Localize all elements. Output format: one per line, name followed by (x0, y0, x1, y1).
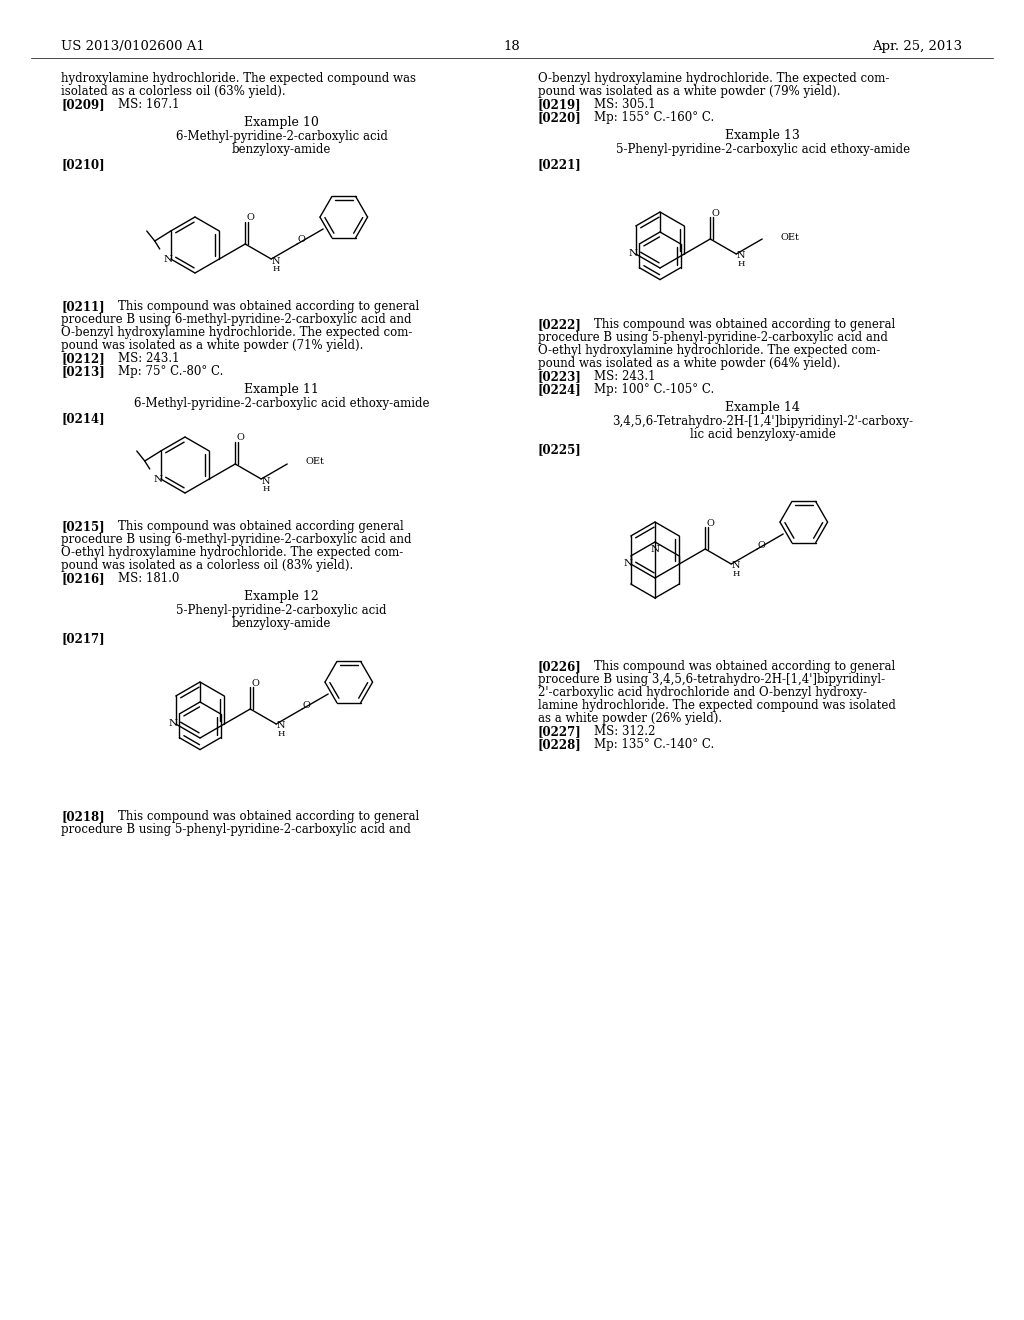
Text: N: N (732, 561, 740, 570)
Text: This compound was obtained according general: This compound was obtained according gen… (118, 520, 403, 533)
Text: N: N (650, 545, 659, 554)
Text: 6-Methyl-pyridine-2-carboxylic acid: 6-Methyl-pyridine-2-carboxylic acid (176, 129, 387, 143)
Text: O: O (297, 235, 305, 244)
Text: procedure B using 5-phenyl-pyridine-2-carboxylic acid and: procedure B using 5-phenyl-pyridine-2-ca… (61, 822, 412, 836)
Text: Mp: 100° C.-105° C.: Mp: 100° C.-105° C. (594, 383, 714, 396)
Text: O: O (247, 214, 254, 223)
Text: O-benzyl hydroxylamine hydrochloride. The expected com-: O-benzyl hydroxylamine hydrochloride. Th… (61, 326, 413, 339)
Text: H: H (262, 484, 270, 492)
Text: [0212]: [0212] (61, 352, 105, 366)
Text: Mp: 75° C.-80° C.: Mp: 75° C.-80° C. (118, 366, 223, 378)
Text: [0225]: [0225] (538, 444, 582, 455)
Text: [0222]: [0222] (538, 318, 582, 331)
Text: OEt: OEt (305, 458, 324, 466)
Text: Example 12: Example 12 (245, 590, 318, 603)
Text: MS: 181.0: MS: 181.0 (118, 572, 179, 585)
Text: [0218]: [0218] (61, 810, 105, 822)
Text: [0226]: [0226] (538, 660, 582, 673)
Text: procedure B using 6-methyl-pyridine-2-carboxylic acid and: procedure B using 6-methyl-pyridine-2-ca… (61, 533, 412, 546)
Text: Mp: 135° C.-140° C.: Mp: 135° C.-140° C. (594, 738, 714, 751)
Text: 5-Phenyl-pyridine-2-carboxylic acid ethoxy-amide: 5-Phenyl-pyridine-2-carboxylic acid etho… (615, 143, 910, 156)
Text: [0221]: [0221] (538, 158, 582, 172)
Text: Example 13: Example 13 (725, 129, 801, 143)
Text: 5-Phenyl-pyridine-2-carboxylic acid: 5-Phenyl-pyridine-2-carboxylic acid (176, 605, 387, 616)
Text: O: O (302, 701, 310, 710)
Text: [0227]: [0227] (538, 725, 582, 738)
Text: [0209]: [0209] (61, 98, 105, 111)
Text: H: H (737, 260, 744, 268)
Text: O: O (758, 540, 765, 549)
Text: O: O (251, 678, 259, 688)
Text: [0228]: [0228] (538, 738, 582, 751)
Text: procedure B using 3,4,5,6-tetrahydro-2H-[1,4']bipyridinyl-: procedure B using 3,4,5,6-tetrahydro-2H-… (538, 673, 885, 686)
Text: MS: 312.2: MS: 312.2 (594, 725, 655, 738)
Text: 3,4,5,6-Tetrahydro-2H-[1,4']bipyridinyl-2'-carboxy-: 3,4,5,6-Tetrahydro-2H-[1,4']bipyridinyl-… (612, 414, 913, 428)
Text: O: O (712, 209, 719, 218)
Text: pound was isolated as a white powder (79% yield).: pound was isolated as a white powder (79… (538, 84, 840, 98)
Text: pound was isolated as a white powder (71% yield).: pound was isolated as a white powder (71… (61, 339, 364, 352)
Text: N: N (624, 560, 632, 569)
Text: [0224]: [0224] (538, 383, 582, 396)
Text: lic acid benzyloxy-amide: lic acid benzyloxy-amide (690, 428, 836, 441)
Text: [0216]: [0216] (61, 572, 105, 585)
Text: [0214]: [0214] (61, 412, 105, 425)
Text: Example 14: Example 14 (725, 401, 801, 414)
Text: [0213]: [0213] (61, 366, 105, 378)
Text: 18: 18 (504, 40, 520, 53)
Text: This compound was obtained according to general: This compound was obtained according to … (118, 300, 419, 313)
Text: H: H (732, 570, 740, 578)
Text: O: O (237, 433, 244, 442)
Text: pound was isolated as a white powder (64% yield).: pound was isolated as a white powder (64… (538, 356, 840, 370)
Text: MS: 243.1: MS: 243.1 (594, 370, 655, 383)
Text: This compound was obtained according to general: This compound was obtained according to … (118, 810, 419, 822)
Text: N: N (262, 477, 270, 486)
Text: N: N (628, 249, 637, 259)
Text: pound was isolated as a colorless oil (83% yield).: pound was isolated as a colorless oil (8… (61, 558, 353, 572)
Text: O: O (707, 519, 714, 528)
Text: lamine hydrochloride. The expected compound was isolated: lamine hydrochloride. The expected compo… (538, 700, 895, 711)
Text: MS: 243.1: MS: 243.1 (118, 352, 179, 366)
Text: Apr. 25, 2013: Apr. 25, 2013 (872, 40, 963, 53)
Text: This compound was obtained according to general: This compound was obtained according to … (594, 660, 895, 673)
Text: benzyloxy-amide: benzyloxy-amide (231, 143, 332, 156)
Text: N: N (276, 722, 286, 730)
Text: [0211]: [0211] (61, 300, 105, 313)
Text: OEt: OEt (780, 232, 799, 242)
Text: [0223]: [0223] (538, 370, 582, 383)
Text: [0215]: [0215] (61, 520, 105, 533)
Text: hydroxylamine hydrochloride. The expected compound was: hydroxylamine hydrochloride. The expecte… (61, 73, 417, 84)
Text: [0217]: [0217] (61, 632, 105, 645)
Text: N: N (154, 474, 163, 483)
Text: N: N (272, 256, 281, 265)
Text: This compound was obtained according to general: This compound was obtained according to … (594, 318, 895, 331)
Text: Example 10: Example 10 (244, 116, 319, 129)
Text: isolated as a colorless oil (63% yield).: isolated as a colorless oil (63% yield). (61, 84, 286, 98)
Text: Example 11: Example 11 (244, 383, 319, 396)
Text: MS: 167.1: MS: 167.1 (118, 98, 179, 111)
Text: 2'-carboxylic acid hydrochloride and O-benzyl hydroxy-: 2'-carboxylic acid hydrochloride and O-b… (538, 686, 866, 700)
Text: O-ethyl hydroxylamine hydrochloride. The expected com-: O-ethyl hydroxylamine hydrochloride. The… (538, 345, 880, 356)
Text: O-benzyl hydroxylamine hydrochloride. The expected com-: O-benzyl hydroxylamine hydrochloride. Th… (538, 73, 889, 84)
Text: procedure B using 6-methyl-pyridine-2-carboxylic acid and: procedure B using 6-methyl-pyridine-2-ca… (61, 313, 412, 326)
Text: 6-Methyl-pyridine-2-carboxylic acid ethoxy-amide: 6-Methyl-pyridine-2-carboxylic acid etho… (134, 397, 429, 411)
Text: O-ethyl hydroxylamine hydrochloride. The expected com-: O-ethyl hydroxylamine hydrochloride. The… (61, 546, 403, 558)
Text: N: N (737, 252, 745, 260)
Text: Mp: 155° C.-160° C.: Mp: 155° C.-160° C. (594, 111, 714, 124)
Text: H: H (278, 730, 285, 738)
Text: [0219]: [0219] (538, 98, 582, 111)
Text: [0210]: [0210] (61, 158, 105, 172)
Text: as a white powder (26% yield).: as a white powder (26% yield). (538, 711, 722, 725)
Text: MS: 305.1: MS: 305.1 (594, 98, 655, 111)
Text: H: H (272, 265, 280, 273)
Text: procedure B using 5-phenyl-pyridine-2-carboxylic acid and: procedure B using 5-phenyl-pyridine-2-ca… (538, 331, 888, 345)
Text: N: N (168, 719, 177, 729)
Text: US 2013/0102600 A1: US 2013/0102600 A1 (61, 40, 205, 53)
Text: N: N (163, 255, 172, 264)
Text: [0220]: [0220] (538, 111, 582, 124)
Text: benzyloxy-amide: benzyloxy-amide (231, 616, 332, 630)
